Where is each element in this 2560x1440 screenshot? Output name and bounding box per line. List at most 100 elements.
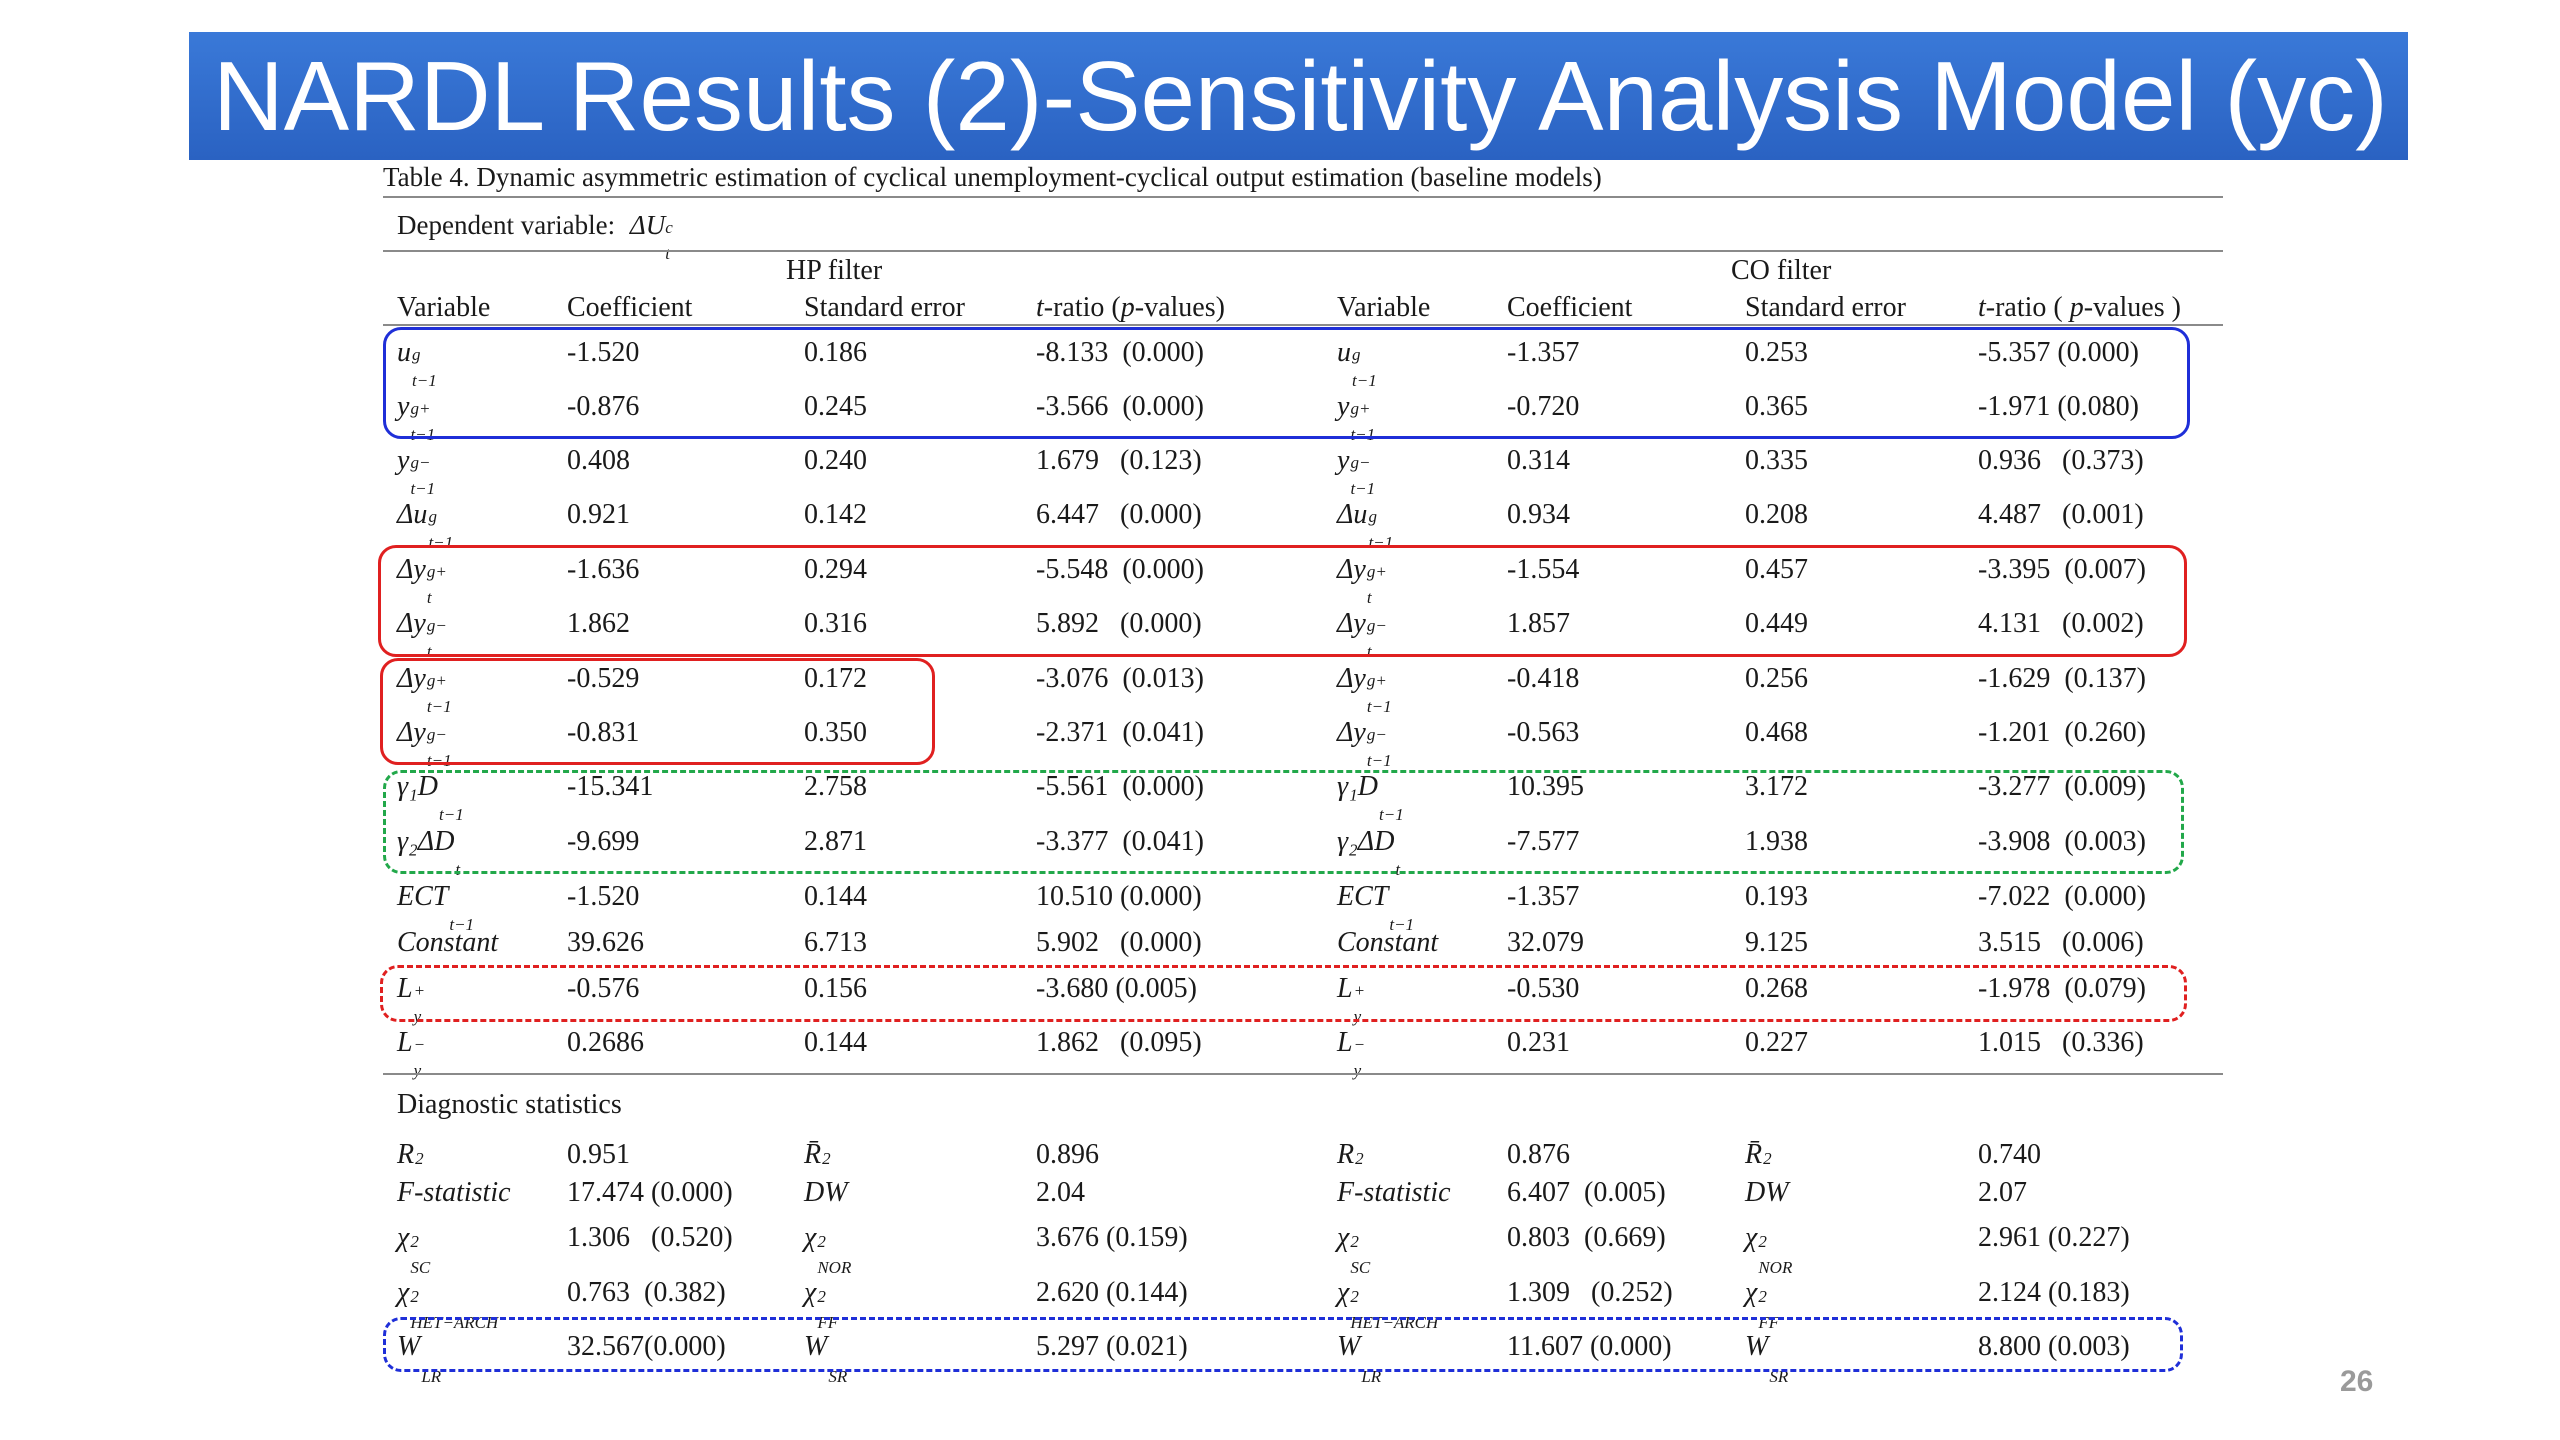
row-6-co-coefficient: -0.418 (1507, 663, 1580, 694)
row-7-co-variable: Δy g− t−1 (1337, 717, 1392, 770)
diag-2-l3-label: χ 2 SC (1337, 1222, 1371, 1277)
row-7-co-coefficient: -0.563 (1507, 717, 1580, 748)
top-rule (383, 196, 2223, 198)
row-9-hp-standard-error: 2.871 (804, 826, 867, 857)
dependent-label: Dependent variable: (397, 210, 616, 240)
row-3-hp-tratio: 6.447 (0.000) (1036, 499, 1202, 530)
highlight-box-red-dashed (380, 965, 2187, 1022)
row-8-co-coefficient: 10.395 (1507, 771, 1584, 802)
diag-1-l4-label: DW (1745, 1177, 1789, 1208)
header-hp-tratio: t-ratio (p-values) (1036, 292, 1225, 323)
dependent-variable-line: Dependent variable: ΔU c t (397, 208, 673, 263)
row-3-co-coefficient: 0.934 (1507, 499, 1570, 530)
row-11-co-tratio: 3.515 (0.006) (1978, 927, 2144, 958)
row-7-hp-coefficient: -0.831 (567, 717, 640, 748)
row-12-hp-coefficient: -0.576 (567, 973, 640, 1004)
row-11-hp-tratio: 5.902 (0.000) (1036, 927, 1202, 958)
row-10-co-tratio: -7.022 (0.000) (1978, 881, 2146, 912)
highlight-box-green-dashed (383, 770, 2184, 874)
row-8-co-variable: γ₁D t−1 (1337, 771, 1404, 824)
row-3-hp-standard-error: 0.142 (804, 499, 867, 530)
row-9-hp-coefficient: -9.699 (567, 826, 640, 857)
diag-1-v1-value: 17.474 (0.000) (567, 1177, 733, 1208)
row-13-hp-coefficient: 0.2686 (567, 1027, 644, 1058)
row-1-hp-tratio: -3.566 (0.000) (1036, 391, 1204, 422)
row-8-co-tratio: -3.277 (0.009) (1978, 771, 2146, 802)
row-10-co-coefficient: -1.357 (1507, 881, 1580, 912)
header-hp-coefficient: Coefficient (567, 292, 693, 323)
row-2-hp-variable: y g− t−1 (397, 445, 436, 498)
dependent-sup: c (665, 218, 673, 237)
diag-1-l2-label: DW (804, 1177, 848, 1208)
diag-1-v2-value: 2.04 (1036, 1177, 1085, 1208)
row-4-hp-tratio: -5.548 (0.000) (1036, 554, 1204, 585)
row-3-hp-variable: Δu g t−1 (397, 499, 454, 552)
row-5-co-variable: Δy g− t (1337, 608, 1387, 661)
row-1-co-variable: y g+ t−1 (1337, 391, 1376, 444)
diag-3-l2-label: χ 2 FF (804, 1277, 839, 1332)
row-13-hp-variable: L − y (397, 1027, 426, 1080)
diag-2-l2-label: χ 2 NOR (804, 1222, 852, 1277)
row-7-hp-tratio: -2.371 (0.041) (1036, 717, 1204, 748)
row-4-co-coefficient: -1.554 (1507, 554, 1580, 585)
row-12-co-standard-error: 0.268 (1745, 973, 1808, 1004)
row-10-co-standard-error: 0.193 (1745, 881, 1808, 912)
header-rule (383, 324, 2223, 326)
row-8-hp-tratio: -5.561 (0.000) (1036, 771, 1204, 802)
row-3-co-tratio: 4.487 (0.001) (1978, 499, 2144, 530)
diag-0-v1-value: 0.951 (567, 1139, 630, 1170)
row-13-hp-tratio: 1.862 (0.095) (1036, 1027, 1202, 1058)
diag-2-v2-value: 3.676 (0.159) (1036, 1222, 1188, 1253)
row-12-co-variable: L + y (1337, 973, 1366, 1026)
row-5-hp-tratio: 5.892 (0.000) (1036, 608, 1202, 639)
row-0-co-coefficient: -1.357 (1507, 337, 1580, 368)
row-7-hp-standard-error: 0.350 (804, 717, 867, 748)
row-12-hp-variable: L + y (397, 973, 426, 1026)
row-3-co-variable: Δu g t−1 (1337, 499, 1394, 552)
row-9-co-coefficient: -7.577 (1507, 826, 1580, 857)
dependent-rule (383, 250, 2223, 252)
row-13-co-standard-error: 0.227 (1745, 1027, 1808, 1058)
row-8-hp-standard-error: 2.758 (804, 771, 867, 802)
diag-3-l1-label: χ 2 HET−ARCH (397, 1277, 499, 1332)
row-10-co-variable: ECT t−1 (1337, 881, 1415, 934)
row-12-co-tratio: -1.978 (0.079) (1978, 973, 2146, 1004)
highlight-box-blue-dashed (383, 1317, 2183, 1372)
diag-2-v3-value: 0.803 (0.669) (1507, 1222, 1666, 1253)
group-hp-filter: HP filter (786, 255, 883, 286)
row-2-co-coefficient: 0.314 (1507, 445, 1570, 476)
highlight-box-red-short (380, 658, 935, 765)
diag-2-v4-value: 2.961 (0.227) (1978, 1222, 2130, 1253)
row-13-co-coefficient: 0.231 (1507, 1027, 1570, 1058)
dependent-sub: t (665, 244, 670, 263)
row-10-hp-standard-error: 0.144 (804, 881, 867, 912)
diag-4-v2-value: 5.297 (0.021) (1036, 1331, 1188, 1362)
diag-0-l2-label: R̄ 2 (804, 1139, 831, 1170)
diag-0-v3-value: 0.876 (1507, 1139, 1570, 1170)
row-9-co-tratio: -3.908 (0.003) (1978, 826, 2146, 857)
header-co-tratio: t-ratio ( p-values ) (1978, 292, 2181, 323)
row-11-co-variable: Constant (1337, 927, 1439, 958)
row-8-hp-coefficient: -15.341 (567, 771, 654, 802)
row-8-hp-variable: γ₁D t−1 (397, 771, 464, 824)
diag-4-v3-value: 11.607 (0.000) (1507, 1331, 1672, 1362)
dependent-symbol: ΔU (629, 210, 666, 240)
row-10-hp-coefficient: -1.520 (567, 881, 640, 912)
row-11-hp-coefficient: 39.626 (567, 927, 644, 958)
diag-3-l4-label: χ 2 FF (1745, 1277, 1780, 1332)
row-6-co-standard-error: 0.256 (1745, 663, 1808, 694)
slide-title: NARDL Results (2)-Sensitivity Analysis M… (213, 41, 2388, 151)
diag-1-v3-value: 6.407 (0.005) (1507, 1177, 1666, 1208)
row-11-hp-variable: Constant (397, 927, 499, 958)
diag-3-v2-value: 2.620 (0.144) (1036, 1277, 1188, 1308)
diag-2-l4-label: χ 2 NOR (1745, 1222, 1793, 1277)
row-12-co-coefficient: -0.530 (1507, 973, 1580, 1004)
row-2-hp-coefficient: 0.408 (567, 445, 630, 476)
header-co-variable: Variable (1337, 292, 1431, 323)
diag-0-l4-label: R̄ 2 (1745, 1139, 1772, 1170)
row-5-co-standard-error: 0.449 (1745, 608, 1808, 639)
row-1-hp-standard-error: 0.245 (804, 391, 867, 422)
